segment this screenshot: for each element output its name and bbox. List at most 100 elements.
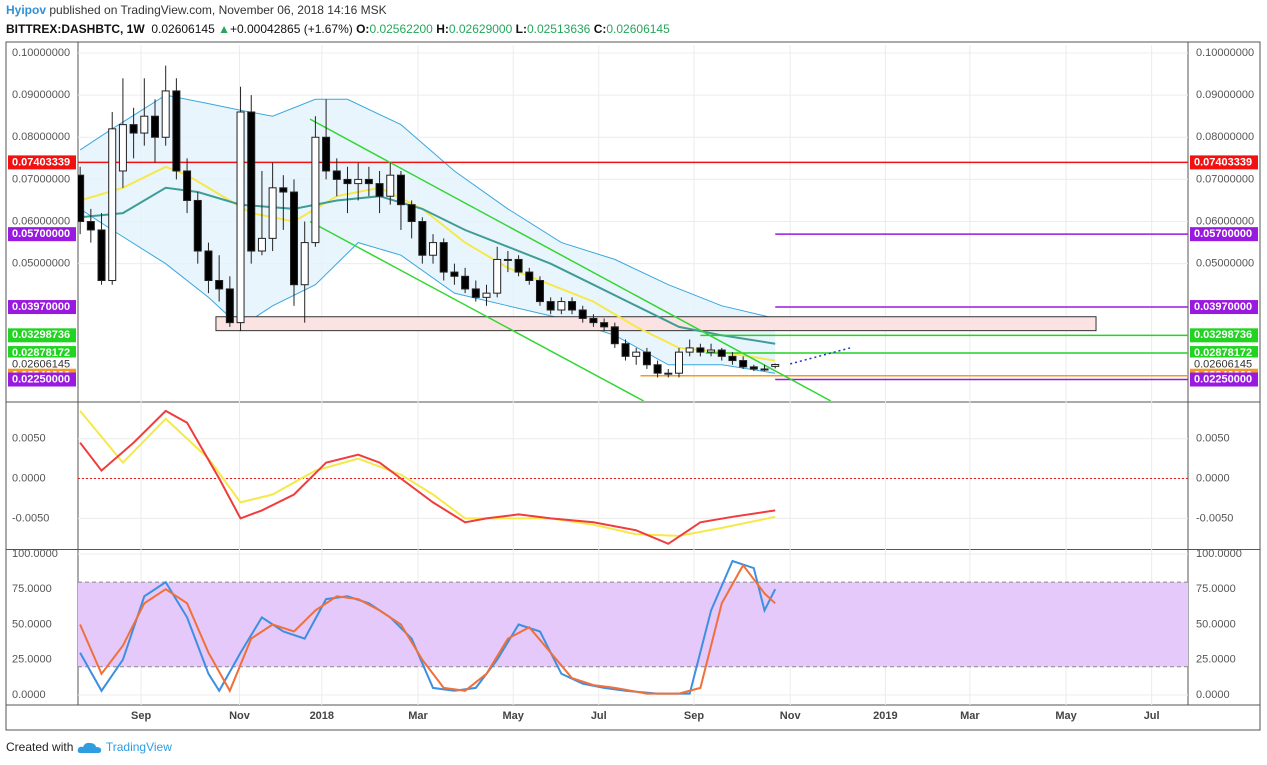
candle-body [343,178,352,185]
created: Created with [6,740,74,754]
level-label-left: 0.03298736 [12,329,70,341]
level-tag-right [1190,346,1258,361]
level-label-right: 0.02606145 [1194,358,1252,370]
candle-body [525,271,534,282]
candle-body [225,288,234,324]
y-tick-label-right: 0.0000 [1196,472,1230,484]
y-tick-label-right: -0.0050 [1196,512,1233,524]
level-tag-left [8,155,76,170]
candle-body [129,124,138,134]
level-label-right: 0.05700000 [1194,228,1252,240]
candle-body [728,355,737,362]
level-tag-right [1190,155,1258,170]
level-label-left: 0.07403339 [12,156,70,168]
candle-body [354,178,363,185]
pane [78,409,1188,545]
y-tick-label-right: 0.10000000 [1196,47,1254,59]
x-tick-label: Mar [960,710,980,722]
brand[interactable]: TradingView [105,740,172,754]
candle-body [503,258,512,261]
candle-body [674,351,683,374]
level-label-right: 0.03298736 [1194,329,1252,341]
candle-body [386,174,395,197]
candle-body [364,178,373,185]
candle-body [97,229,106,282]
footer: Created with TradingView [6,740,172,755]
logo [77,742,101,753]
y-tick-label-right: 0.0000 [1196,689,1230,701]
candle-body [621,343,630,357]
candle-body [632,351,641,357]
candle-body [642,351,651,366]
x-tick-label: May [503,710,525,722]
y-tick-label-left: 0.09000000 [12,89,70,101]
y-tick-label-right: 0.06000000 [1196,215,1254,227]
level-label-left: 0.03970000 [12,301,70,313]
high: 0.02629000 [448,22,513,36]
level-tag-left [8,357,76,372]
symbol: BITTREX:DASHBTC, 1W [6,22,145,36]
candle-body [86,221,95,231]
candle-body [535,280,544,303]
trend-line [309,118,832,401]
y-tick-label-left: 0.0000 [12,472,46,484]
candle-body [396,174,405,206]
x-tick-label: Sep [684,710,704,722]
candle-body [172,90,181,172]
candle-body [290,191,299,286]
indicator-line [79,409,776,545]
candle-body [257,237,266,252]
candle-body [749,366,758,370]
y-tick-label-left: 75.0000 [12,583,52,595]
candle-body [546,301,555,311]
y-tick-label-left: 0.07000000 [12,173,70,185]
level-tag-left [8,300,76,315]
candle-body [568,301,577,311]
candle-body [450,271,459,277]
candle-body [760,368,769,371]
candle-body [696,347,705,353]
level-tag-right [1190,328,1258,343]
candle-body [332,170,341,180]
band-upper [79,94,776,319]
low: 0.02513636 [526,22,591,36]
x-tick-label: Jul [1144,710,1160,722]
quote-line: BITTREX:DASHBTC, 1W 0.02606145 ▲+0.00042… [6,22,670,36]
open: 0.02562200 [369,22,433,36]
candle-body [215,280,224,290]
candle-body [653,364,662,374]
price: 0.02606145 [151,22,215,36]
candle-body [482,292,491,298]
level-tag-left [8,328,76,343]
o-label: O: [356,22,370,36]
band-lower [79,208,776,374]
candle-body [118,124,127,172]
x-tick-label: May [1055,710,1077,722]
level-label-left: 0.02250000 [12,373,70,385]
candle-body [707,349,716,353]
publish-line: Hyipov published on TradingView.com, Nov… [6,3,387,17]
l-label: L: [515,22,527,36]
candle-body [407,204,416,223]
level-tag-left [8,372,76,387]
y-tick-label-left: 100.0000 [12,548,58,560]
y-tick-label-right: 0.09000000 [1196,89,1254,101]
zone-box [215,316,1097,332]
level-tag-right [1190,227,1258,242]
x-tick-label: Nov [229,710,251,722]
change: +0.00042865 (+1.67%) [229,22,353,36]
candle-body [739,360,748,368]
x-tick-label: Mar [408,710,428,722]
level-tag-right [1190,372,1258,387]
level-label-left: 0.05700000 [12,228,70,240]
candle-body [771,364,780,367]
candle-body [461,275,470,290]
author[interactable]: Hyipov [6,3,47,17]
candle-body [236,111,245,324]
y-tick-label-left: 25.0000 [12,654,52,666]
y-tick-label-right: 75.0000 [1196,583,1236,595]
level-tag-left [8,346,76,361]
pane [78,52,1188,401]
candle-body [471,288,480,298]
level-label-right: 0.02250000 [1194,373,1252,385]
